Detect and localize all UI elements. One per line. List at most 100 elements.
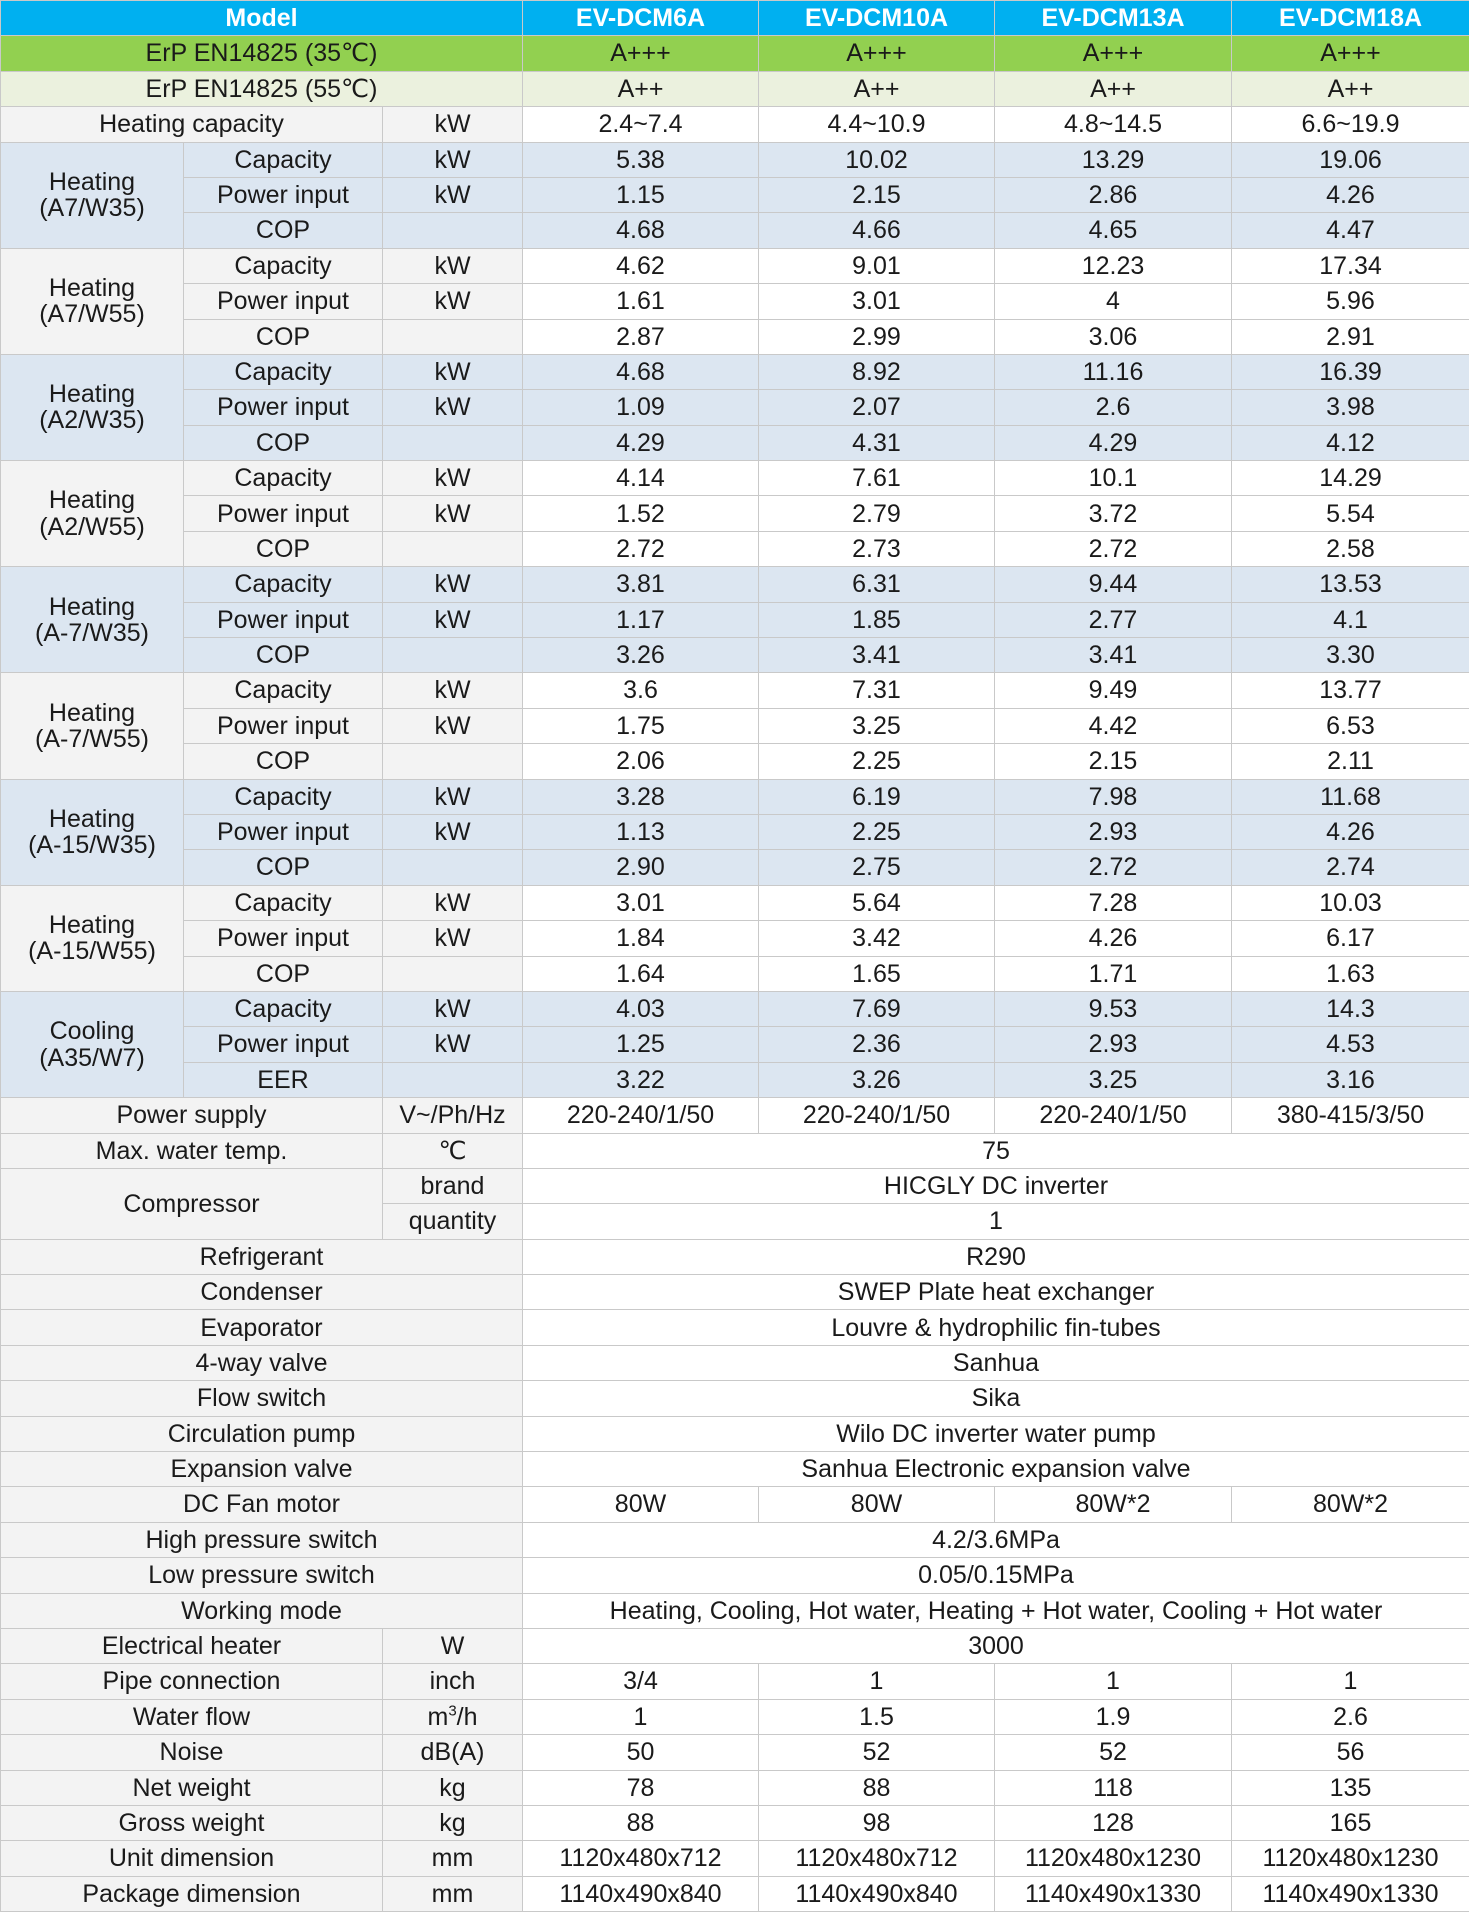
value-cell: 1.17 xyxy=(522,601,759,639)
table-row: DC Fan motor 80W 80W 80W*2 80W*2 xyxy=(0,1486,1469,1523)
value-cell: 88 xyxy=(758,1769,995,1806)
value-cell: 50 xyxy=(522,1734,759,1771)
value-cell: 135 xyxy=(1231,1769,1469,1806)
group-label: Heating (A2/W35) xyxy=(0,353,184,462)
unit-cell: inch xyxy=(382,1663,523,1700)
value-cell: 19.06 xyxy=(1231,141,1469,178)
group-title: Heating xyxy=(48,911,136,940)
unit-cell: kW xyxy=(382,884,523,922)
value-cell: 1.15 xyxy=(522,176,759,214)
table-row: Power supply V~/Ph/Hz 220-240/1/50 220-240/… xyxy=(0,1097,1469,1134)
row-label: Power input xyxy=(183,176,383,214)
unit-cell xyxy=(382,955,523,992)
value-cell: 3.26 xyxy=(522,637,759,674)
table-row: Condenser SWEP Plate heat exchanger xyxy=(0,1274,1469,1311)
row-label: Gross weight xyxy=(0,1804,383,1842)
value-cell: 78 xyxy=(522,1769,759,1806)
unit-cell: kW xyxy=(382,389,523,426)
model-name-header: EV-DCM18A xyxy=(1231,0,1469,37)
model-name-header: EV-DCM10A xyxy=(758,0,995,37)
row-label: Heating capacity xyxy=(0,106,383,143)
unit-cell: kW xyxy=(382,990,523,1028)
row-label: EER xyxy=(183,1061,383,1099)
row-label: Water flow xyxy=(0,1698,383,1736)
value-cell: 1.75 xyxy=(522,707,759,745)
value-cell: 11.16 xyxy=(994,353,1232,391)
value-cell: 9.44 xyxy=(994,566,1232,603)
value-cell: 80W xyxy=(522,1486,759,1523)
value-cell: 13.29 xyxy=(994,141,1232,178)
table-row: Expansion valve Sanhua Electronic expansi… xyxy=(0,1451,1469,1488)
value-cell: 128 xyxy=(994,1804,1232,1842)
table-row: COP 1.64 1.65 1.71 1.63 xyxy=(1,955,1469,992)
value-cell: 220-240/1/50 xyxy=(522,1097,759,1134)
unit-cell: kW xyxy=(382,920,523,957)
unit-cell: kW xyxy=(382,601,523,639)
value-cell: 2.72 xyxy=(994,849,1232,886)
value-cell: 2.15 xyxy=(758,176,995,214)
row-label: Power input xyxy=(183,1026,383,1063)
table-row: Heating (A-7/W35) Capacity kW 3.81 6.31 9.44 13… xyxy=(0,566,1469,674)
row-label: COP xyxy=(183,743,383,780)
table-row: Net weight kg 78 88 118 135 xyxy=(0,1769,1469,1806)
value-cell: A++ xyxy=(994,70,1232,108)
table-row: Heating (A-15/W35) Capacity kW 3.28 6.19 7.98 1… xyxy=(0,778,1469,886)
value-cell: 1 xyxy=(994,1663,1232,1700)
value-cell: 5.38 xyxy=(522,141,759,178)
value-cell: 3.06 xyxy=(994,318,1232,355)
value-cell: 2.25 xyxy=(758,813,995,851)
row-label: Capacity xyxy=(183,672,383,709)
row-label: Noise xyxy=(0,1734,383,1771)
unit-cell: ℃ xyxy=(382,1132,523,1169)
value-cell: 3.42 xyxy=(758,920,995,957)
table-row: Compressor brand HICGLY DC inverter xyxy=(0,1167,1469,1240)
value-cell: 4.26 xyxy=(1231,176,1469,214)
row-label: Capacity xyxy=(183,247,383,285)
table-row: COP 4.68 4.66 4.65 4.47 xyxy=(1,212,1469,249)
value-cell: 2.72 xyxy=(994,530,1232,568)
value-cell: 4.53 xyxy=(1231,1026,1469,1063)
row-label: Power input xyxy=(183,707,383,745)
value-cell: 13.77 xyxy=(1231,672,1469,709)
table-row: Heating (A-7/W55) Capacity kW 3.6 7.31 9.49 13.… xyxy=(0,672,1469,780)
unit-cell: kW xyxy=(382,106,523,143)
unit-cell: kg xyxy=(382,1769,523,1806)
value-cell: 6.19 xyxy=(758,778,995,815)
group-label: Heating (A7/W35) xyxy=(0,141,184,249)
unit-cell: kW xyxy=(382,353,523,391)
unit-cell: kW xyxy=(382,778,523,815)
value-cell: 1.63 xyxy=(1231,955,1469,992)
table-row: Heating (A7/W35) Capacity kW 5.38 10.02 13.29 1… xyxy=(0,141,1469,249)
value-cell: 7.31 xyxy=(758,672,995,709)
table-row: Water flow m3/h 1 1.5 1.9 2.6 xyxy=(0,1698,1469,1736)
unit-cell xyxy=(382,424,523,462)
row-label: Capacity xyxy=(183,778,383,815)
row-label: Power supply xyxy=(0,1097,383,1134)
value-cell: 4.2/3.6MPa xyxy=(522,1521,1469,1559)
group-title: Heating xyxy=(48,804,136,833)
value-cell: 0.05/0.15MPa xyxy=(522,1557,1469,1594)
table-row: Heating (A-15/W55) Capacity kW 3.01 5.64 7.28 1… xyxy=(0,884,1469,992)
value-cell: 220-240/1/50 xyxy=(758,1097,995,1134)
value-cell: 7.28 xyxy=(994,884,1232,922)
model-name-header: EV-DCM13A xyxy=(994,0,1232,37)
value-cell: 4.14 xyxy=(522,460,759,497)
group-title: Heating xyxy=(48,486,136,515)
table-row: Flow switch Sika xyxy=(0,1380,1469,1417)
value-cell: 4.65 xyxy=(994,212,1232,249)
unit-cell: kW xyxy=(382,707,523,745)
row-label: Electrical heater xyxy=(0,1627,383,1665)
value-cell: 4.8~14.5 xyxy=(994,106,1232,143)
table-row: Power input kW 1.52 2.79 3.72 5.54 xyxy=(1,495,1469,532)
group-label: Heating (A-7/W55) xyxy=(0,672,184,780)
table-row: Package dimension mm 1140x490x840 1140x490x… xyxy=(0,1875,1469,1913)
value-cell: 7.98 xyxy=(994,778,1232,815)
row-label: Package dimension xyxy=(0,1875,383,1913)
row-label: Refrigerant xyxy=(0,1238,523,1276)
row-label: COP xyxy=(183,530,383,568)
value-cell: 2.6 xyxy=(1231,1698,1469,1736)
value-cell: 6.53 xyxy=(1231,707,1469,745)
value-cell: 2.86 xyxy=(994,176,1232,214)
value-cell: 5.54 xyxy=(1231,495,1469,532)
value-cell: 6.31 xyxy=(758,566,995,603)
